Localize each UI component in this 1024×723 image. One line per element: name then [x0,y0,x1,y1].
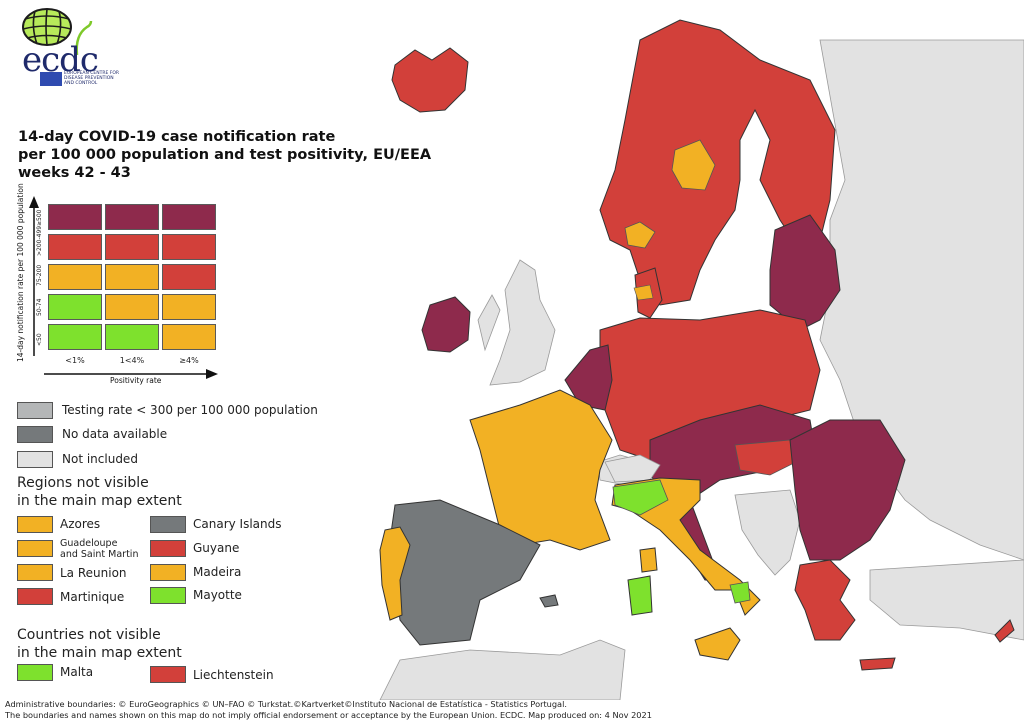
swatch-no-data [17,426,53,443]
matrix-cell [162,204,216,230]
country-portugal [379,526,411,621]
row-label: ≥500 [36,209,43,226]
country-greece [794,559,856,641]
swatch-mayotte [150,587,186,604]
legend-label: Azores [60,517,101,531]
legend-label: Mayotte [193,588,242,602]
map-title: 14-day COVID-19 case notification rate p… [18,128,431,182]
island-crete [859,657,896,671]
region-hungary [734,439,801,476]
legend-label: Canary Islands [193,517,282,531]
legend-label: Not included [62,452,138,466]
region-italy-green [612,479,669,516]
island-sardinia [627,575,653,616]
matrix-cell [105,264,159,290]
matrix-cell [105,324,159,350]
title-line: weeks 42 - 43 [18,165,131,181]
title-line: 14-day COVID-19 case notification rate [18,129,336,145]
heading-line: Regions not visible [17,475,149,491]
country-switzerland [604,454,661,483]
swatch-guadeloupe [17,540,53,557]
country-ireland [421,296,471,353]
island-corsica [639,547,658,573]
europe-map [379,19,1024,700]
region-nordics [599,19,836,306]
heading-line: Countries not visible [17,627,161,643]
legend-label: Madeira [193,565,242,579]
footer-line: The boundaries and names shown on this m… [5,710,652,720]
matrix-cell [105,204,159,230]
island-balearic [539,594,559,608]
eu-flag-icon [40,72,62,86]
country-france [469,389,613,551]
row-label: >200-499 [36,225,43,256]
swatch-testing-low [17,402,53,419]
footer-credits: Administrative boundaries: © EuroGeograp… [5,699,652,721]
region-italy-south-green [729,581,751,604]
region-baltics [769,214,841,331]
matrix-cell [48,324,102,350]
matrix-cell [162,234,216,260]
subtitle-line: EUROPEAN CENTRE FOR [64,71,119,76]
region-denmark-orange [633,284,654,301]
ecdc-logo [15,5,125,90]
legend-label: Liechtenstein [193,668,274,682]
matrix-cell [162,294,216,320]
footer-line: Administrative boundaries: © EuroGeograp… [5,699,567,709]
matrix-cell [48,294,102,320]
legend-label: Testing rate < 300 per 100 000 populatio… [62,403,318,417]
matrix-cell [48,264,102,290]
swatch-madeira [150,564,186,581]
swatch-not-included [17,451,53,468]
matrix-cell [105,294,159,320]
legend-label: La Reunion [60,566,127,580]
region-norway-orange [624,221,656,249]
label-line: and Saint Martin [60,549,139,560]
country-iceland [391,47,469,113]
col-label: 1<4% [119,356,145,365]
matrix-cell [162,324,216,350]
matrix-cell [48,204,102,230]
row-label: <50 [36,333,43,346]
title-line: per 100 000 population and test positivi… [18,147,432,163]
legend-label: Malta [60,665,94,679]
region-romania-bulgaria [789,419,906,561]
y-axis-title: 14-day notification rate per 100 000 pop… [16,183,25,362]
col-label: ≥4% [179,356,199,365]
swatch-guyane [150,540,186,557]
ecdc-subtitle: EUROPEAN CENTRE FOR DISEASE PREVENTION A… [64,71,124,86]
heading-line: in the main map extent [17,493,182,509]
col-label: <1% [65,356,85,365]
row-label: 50-74 [36,298,43,316]
swatch-liechtenstein [150,666,186,683]
legend-label: Guadeloupe and Saint Martin [60,538,138,560]
x-axis-title: Positivity rate [110,376,162,385]
legend-label: No data available [62,427,168,441]
legend-label: Martinique [60,590,125,604]
island-sicily [694,627,741,661]
matrix-cell [162,264,216,290]
row-label: 75-200 [36,264,43,286]
countries-heading: Countries not visible in the main map ex… [17,626,182,662]
region-sweden-orange [671,139,716,191]
swatch-reunion [17,564,53,581]
country-italy [611,477,761,616]
swatch-martinique [17,588,53,605]
matrix-cell [48,234,102,260]
swatch-azores [17,516,53,533]
subtitle-line: AND CONTROL [64,81,98,86]
country-cyprus [994,619,1015,643]
legend-label: Guyane [193,541,240,555]
subtitle-line: DISEASE PREVENTION [64,76,114,81]
matrix-cell [105,234,159,260]
swatch-malta [17,664,53,681]
axis-arrows [29,196,218,379]
label-line: Guadeloupe [60,538,118,549]
swatch-canary [150,516,186,533]
regions-heading: Regions not visible in the main map exte… [17,474,182,510]
globe-icon [22,8,93,56]
heading-line: in the main map extent [17,645,182,661]
